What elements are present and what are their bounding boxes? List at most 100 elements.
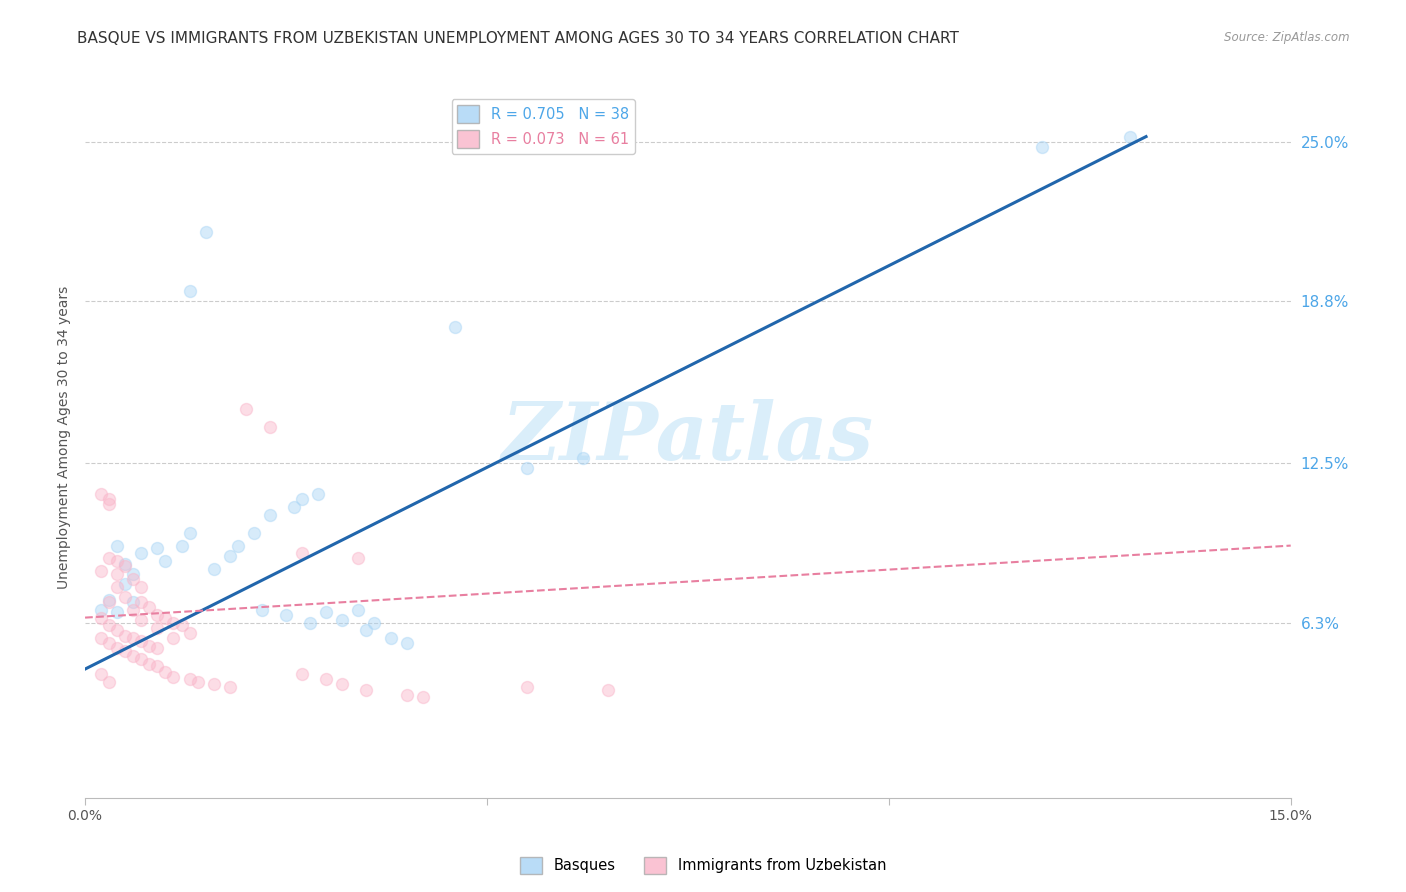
Point [105,566,128,581]
Point [98,498,121,512]
Point [114,577,136,591]
Point [226,539,249,553]
Point [105,580,128,594]
Point [122,631,145,645]
Legend: R = 0.705   N = 38, R = 0.073   N = 61: R = 0.705 N = 38, R = 0.073 N = 61 [451,99,636,153]
Point [98,592,121,607]
Point [315,606,337,620]
Point [90,564,112,578]
Point [194,225,217,239]
Point [114,629,136,643]
Point [105,606,128,620]
Point [138,600,160,615]
Point [283,500,305,514]
Point [202,562,225,576]
Point [162,670,184,684]
Point [170,618,193,632]
Point [98,618,121,632]
Point [105,624,128,638]
Point [131,595,153,609]
Point [146,621,169,635]
Point [412,690,434,705]
Point [98,674,121,689]
Point [155,554,177,568]
Point [218,549,240,563]
Point [1031,140,1053,154]
Point [516,680,538,694]
Point [330,677,353,691]
Point [98,595,121,609]
Point [218,680,240,694]
Point [98,551,121,566]
Y-axis label: Unemployment Among Ages 30 to 34 years: Unemployment Among Ages 30 to 34 years [58,286,72,590]
Point [98,492,121,507]
Point [330,613,353,627]
Point [138,639,160,653]
Point [380,631,402,645]
Point [170,539,193,553]
Point [122,603,145,617]
Point [1119,129,1142,144]
Point [516,461,538,475]
Point [179,284,201,298]
Point [291,492,314,507]
Point [356,624,378,638]
Point [138,657,160,671]
Point [122,566,145,581]
Point [395,688,418,702]
Point [105,539,128,553]
Point [90,667,112,681]
Text: Source: ZipAtlas.com: Source: ZipAtlas.com [1225,31,1350,45]
Point [179,673,201,687]
Point [131,613,153,627]
Point [250,603,273,617]
Point [146,541,169,556]
Point [259,508,281,522]
Point [356,682,378,697]
Point [235,402,257,417]
Point [243,525,266,540]
Point [155,665,177,679]
Point [146,641,169,656]
Point [179,525,201,540]
Point [596,682,619,697]
Point [347,603,370,617]
Point [131,580,153,594]
Point [90,603,112,617]
Point [443,320,465,334]
Point [162,631,184,645]
Point [90,610,112,624]
Point [299,615,322,630]
Point [98,636,121,650]
Point [347,551,370,566]
Point [114,590,136,604]
Text: BASQUE VS IMMIGRANTS FROM UZBEKISTAN UNEMPLOYMENT AMONG AGES 30 TO 34 YEARS CORR: BASQUE VS IMMIGRANTS FROM UZBEKISTAN UNE… [77,31,959,46]
Point [131,546,153,560]
Point [131,633,153,648]
Point [146,659,169,673]
Point [187,674,209,689]
Point [291,546,314,560]
Point [291,667,314,681]
Text: ZIPatlas: ZIPatlas [502,399,875,476]
Point [90,487,112,501]
Point [122,595,145,609]
Point [395,636,418,650]
Legend: Basques, Immigrants from Uzbekistan: Basques, Immigrants from Uzbekistan [513,851,893,880]
Point [122,572,145,586]
Point [146,608,169,623]
Point [162,615,184,630]
Point [315,673,337,687]
Point [131,652,153,666]
Point [105,554,128,568]
Point [307,487,329,501]
Point [90,631,112,645]
Point [155,610,177,624]
Point [114,644,136,658]
Point [363,615,385,630]
Point [114,557,136,571]
Point [202,677,225,691]
Point [179,626,201,640]
Point [274,608,297,623]
Point [259,420,281,434]
